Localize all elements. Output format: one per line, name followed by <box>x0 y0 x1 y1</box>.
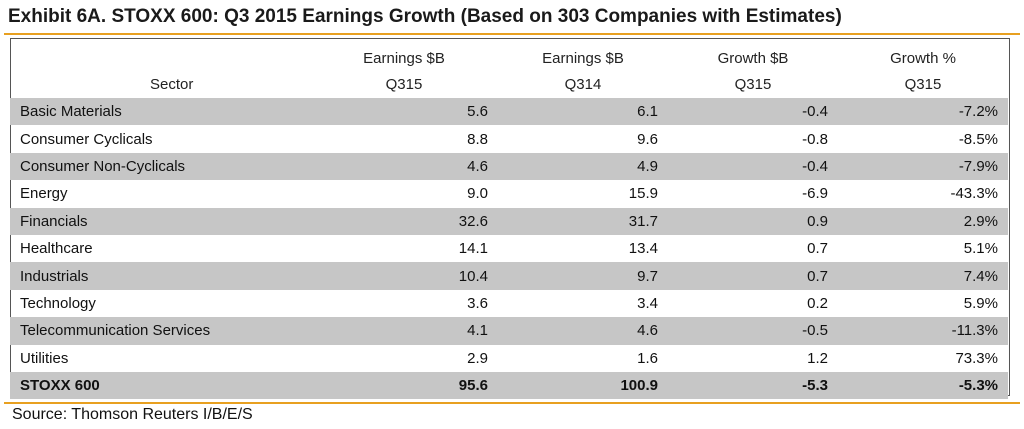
growth-percent: 5.9% <box>963 294 998 312</box>
growth-percent: 5.1% <box>963 240 998 258</box>
growth-percent: -7.9% <box>838 152 1008 181</box>
earnings-q314: 4.9 <box>498 152 668 181</box>
total-earnings-q314: 100.9 <box>498 371 668 400</box>
source-note: Source: Thomson Reuters I/B/E/S <box>12 406 253 423</box>
total-name: STOXX 600 <box>10 371 310 400</box>
column-header-growth-percent: Growth % Q315 <box>890 50 956 93</box>
growth-dollars: -0.5 <box>668 317 838 345</box>
growth-dollars: -0.8 <box>802 130 828 148</box>
growth-dollars: 0.7 <box>807 240 828 258</box>
earnings-q314: 4.6 <box>498 317 668 345</box>
earnings-q315: 4.6 <box>310 152 498 181</box>
sector-name: Consumer Non-Cyclicals <box>10 152 310 181</box>
sector-name: Consumer Cyclicals <box>20 130 153 148</box>
growth-dollars: 0.9 <box>668 207 838 235</box>
table-row: Consumer Non-Cyclicals 4.6 4.9 -0.4 -7.9… <box>10 152 1008 181</box>
top-accent-rule <box>4 33 1020 35</box>
sector-name: Healthcare <box>20 240 93 258</box>
column-header-earnings-q315: Earnings $B Q315 <box>363 50 445 93</box>
column-header-sector: Sector <box>150 76 194 93</box>
earnings-q314: 15.9 <box>628 185 658 203</box>
growth-percent: -8.5% <box>958 130 998 148</box>
table-row: Basic Materials 5.6 6.1 -0.4 -7.2% <box>10 98 1008 126</box>
table-row: Healthcare 14.1 13.4 0.7 5.1% <box>10 235 1008 262</box>
growth-percent: 7.4% <box>838 262 1008 290</box>
sector-name: Technology <box>20 294 96 312</box>
table-row: Telecommunication Services 4.1 4.6 -0.5 … <box>10 317 1008 345</box>
column-header-earnings-q314: Earnings $B Q314 <box>542 50 624 93</box>
earnings-q315: 2.9 <box>467 349 488 367</box>
total-row: STOXX 600 95.6 100.9 -5.3 -5.3% <box>10 371 1008 400</box>
earnings-q315: 9.0 <box>467 185 488 203</box>
growth-dollars: -0.4 <box>668 152 838 181</box>
table-row: Industrials 10.4 9.7 0.7 7.4% <box>10 262 1008 290</box>
growth-percent: 73.3% <box>955 349 998 367</box>
earnings-q314: 31.7 <box>498 207 668 235</box>
growth-dollars: -6.9 <box>802 185 828 203</box>
earnings-q315: 32.6 <box>310 207 498 235</box>
sector-name: Telecommunication Services <box>10 317 310 345</box>
earnings-q315: 4.1 <box>310 317 498 345</box>
growth-dollars: 0.2 <box>807 294 828 312</box>
earnings-q314: 13.4 <box>628 240 658 258</box>
bottom-accent-rule <box>4 402 1020 404</box>
earnings-q314: 6.1 <box>498 98 668 126</box>
table-row: Consumer Cyclicals 8.8 9.6 -0.8 -8.5% <box>10 125 1008 152</box>
growth-dollars: -0.4 <box>668 98 838 126</box>
growth-percent: 2.9% <box>838 207 1008 235</box>
table-row: Energy 9.0 15.9 -6.9 -43.3% <box>10 180 1008 207</box>
sector-name: Utilities <box>20 349 69 367</box>
sector-name: Industrials <box>10 262 310 290</box>
earnings-q315: 14.1 <box>458 240 488 258</box>
sector-name: Financials <box>10 207 310 235</box>
sector-name: Basic Materials <box>10 98 310 126</box>
earnings-q314: 1.6 <box>637 349 658 367</box>
earnings-q315: 8.8 <box>467 130 488 148</box>
total-earnings-q315: 95.6 <box>310 371 498 400</box>
earnings-q314: 9.7 <box>498 262 668 290</box>
earnings-table: Sector Earnings $B Q315 Earnings $B Q314… <box>10 44 1008 400</box>
header-row: Sector Earnings $B Q315 Earnings $B Q314… <box>10 44 1008 98</box>
earnings-q315: 5.6 <box>310 98 498 126</box>
exhibit-title: Exhibit 6A. STOXX 600: Q3 2015 Earnings … <box>8 6 842 27</box>
table-row: Technology 3.6 3.4 0.2 5.9% <box>10 290 1008 317</box>
earnings-q314: 3.4 <box>637 294 658 312</box>
total-growth-dollars: -5.3 <box>668 371 838 400</box>
sector-name: Energy <box>20 185 68 203</box>
growth-dollars: 1.2 <box>807 349 828 367</box>
table-row: Utilities 2.9 1.6 1.2 73.3% <box>10 345 1008 372</box>
growth-dollars: 0.7 <box>668 262 838 290</box>
total-growth-percent: -5.3% <box>838 371 1008 400</box>
growth-percent: -7.2% <box>838 98 1008 126</box>
earnings-q314: 9.6 <box>637 130 658 148</box>
growth-percent: -11.3% <box>838 317 1008 345</box>
earnings-q315: 10.4 <box>310 262 498 290</box>
earnings-q315: 3.6 <box>467 294 488 312</box>
table-row: Financials 32.6 31.7 0.9 2.9% <box>10 207 1008 235</box>
growth-percent: -43.3% <box>950 185 998 203</box>
column-header-growth-dollars: Growth $B Q315 <box>717 50 789 93</box>
